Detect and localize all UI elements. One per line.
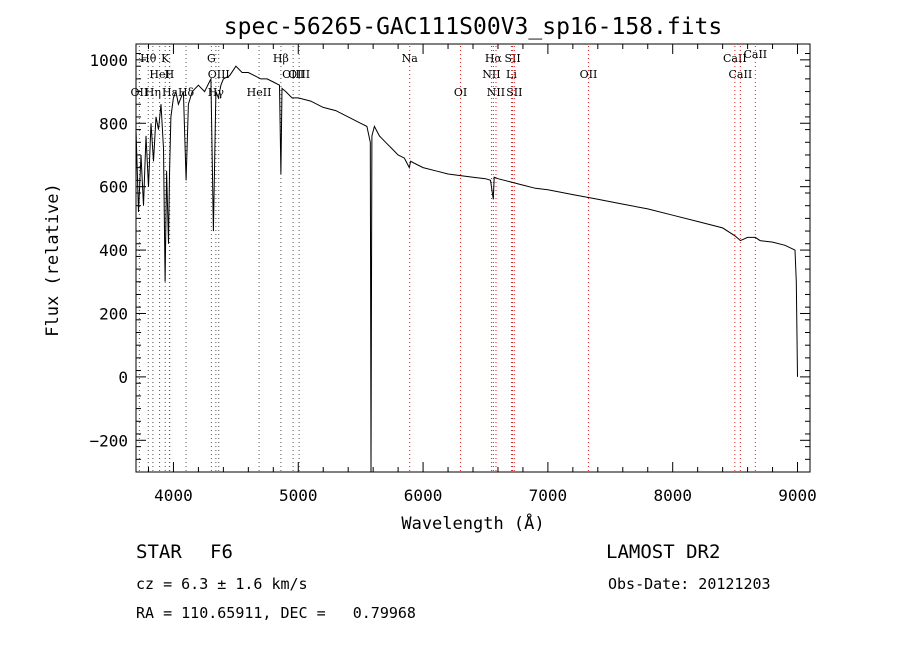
line-label: Hθ — [140, 52, 157, 65]
line-label: K — [161, 52, 170, 65]
x-tick-label: 8000 — [653, 486, 692, 505]
x-tick-label: 4000 — [154, 486, 193, 505]
line-label: OIII — [208, 68, 230, 81]
line-label: OII — [131, 86, 149, 99]
line-label: OIII — [288, 68, 310, 81]
line-label: Li — [506, 68, 517, 81]
y-tick-label: −200 — [89, 431, 128, 450]
y-tick-label: 1000 — [89, 51, 128, 70]
line-label: CaII — [729, 68, 753, 81]
line-label: OI — [454, 86, 467, 99]
line-label: NII — [482, 68, 500, 81]
subclass-label: F6 — [210, 541, 233, 563]
x-axis-label: Wavelength (Å) — [401, 512, 544, 534]
line-label: HeI — [149, 68, 169, 81]
y-tick-label: 800 — [99, 114, 128, 133]
line-label: SII — [504, 52, 520, 65]
line-label: OII — [580, 68, 598, 81]
line-label: G — [207, 52, 216, 65]
spectrum-line — [135, 65, 798, 473]
x-tick-label: 6000 — [404, 486, 443, 505]
plot-frame — [135, 43, 811, 473]
x-tick-label: 7000 — [529, 486, 568, 505]
line-label: OIII — [282, 68, 304, 81]
y-tick-label: 200 — [99, 304, 128, 323]
spectral-line-markers: HθKHeIHOIIHηHεGOIIIHγHδHβOIIIOIIIHeIINaO… — [131, 46, 767, 472]
class-label: STAR — [136, 541, 182, 563]
line-label: CaII — [743, 48, 767, 61]
line-label: Hη — [145, 86, 161, 99]
line-label: Hα — [485, 52, 503, 65]
line-label: HeII — [247, 86, 272, 99]
x-tick-label: 9000 — [778, 486, 817, 505]
y-tick-label: 400 — [99, 241, 128, 260]
chart-title: spec-56265-GAC111S00V3_sp16-158.fits — [224, 14, 723, 40]
x-tick-label: 5000 — [279, 486, 318, 505]
obs-date-text: Obs-Date: 20121203 — [608, 575, 771, 593]
line-label: SII — [506, 86, 522, 99]
y-tick-label: 600 — [99, 178, 128, 197]
line-label: Hβ — [273, 52, 289, 65]
axis-ticks: 4000 5000 6000 7000 8000 9000 −200 0 200 400 600 80… — [89, 44, 817, 505]
line-label: Na — [402, 52, 419, 65]
y-tick-label: 0 — [118, 368, 128, 387]
spectrum-series — [135, 65, 798, 473]
redshift-text: cz = 6.3 ± 1.6 km/s — [136, 575, 308, 593]
y-axis-label: Flux (relative) — [43, 183, 63, 337]
line-label: CaII — [723, 52, 747, 65]
line-label: NII — [487, 86, 505, 99]
coordinates-text: RA = 110.65911, DEC = 0.79968 — [136, 604, 416, 622]
survey-label: LAMOST DR2 — [606, 541, 721, 563]
